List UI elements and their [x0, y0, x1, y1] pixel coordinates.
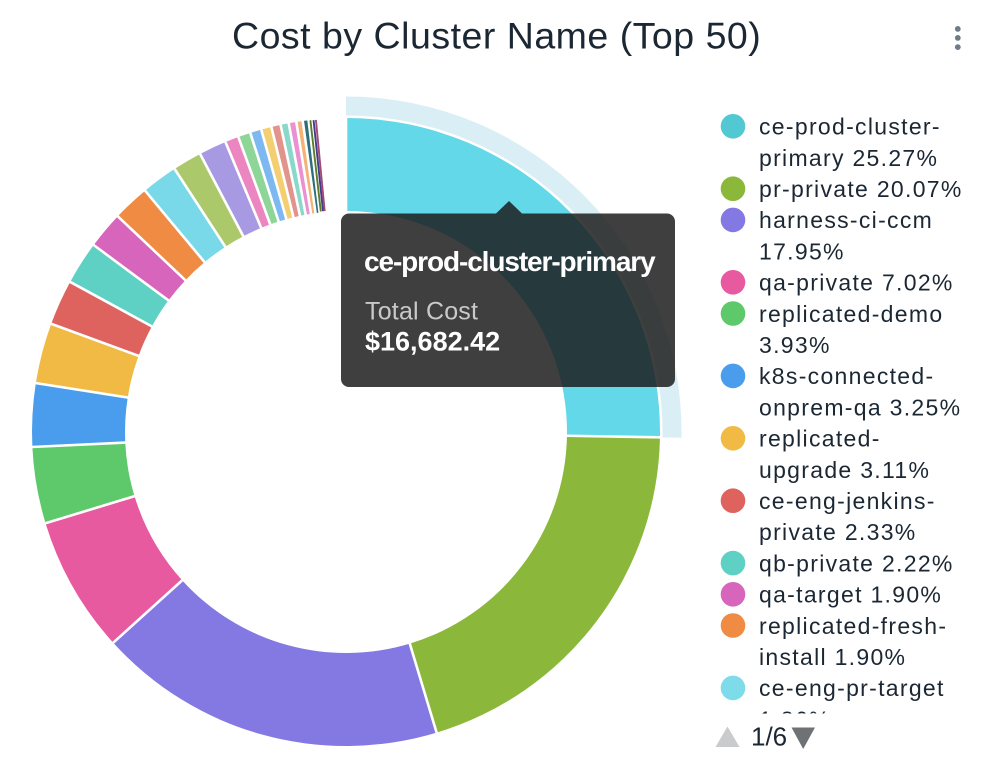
- svg-text:upgrade 3.11%: upgrade 3.11%: [759, 457, 930, 483]
- svg-text:1/6: 1/6: [751, 722, 787, 752]
- svg-text:qb-private 2.22%: qb-private 2.22%: [759, 550, 954, 576]
- svg-text:3.93%: 3.93%: [759, 332, 831, 358]
- svg-text:$16,682.42: $16,682.42: [365, 326, 500, 356]
- svg-text:replicated-demo: replicated-demo: [759, 301, 943, 327]
- svg-text:install 1.90%: install 1.90%: [759, 644, 906, 670]
- svg-text:harness-ci-ccm: harness-ci-ccm: [759, 207, 933, 233]
- svg-text:qa-private 7.02%: qa-private 7.02%: [759, 270, 954, 296]
- svg-text:k8s-connected-: k8s-connected-: [759, 363, 934, 389]
- svg-text:primary 25.27%: primary 25.27%: [759, 145, 938, 171]
- svg-text:pr-private 20.07%: pr-private 20.07%: [759, 176, 963, 202]
- svg-text:replicated-fresh-: replicated-fresh-: [759, 613, 947, 639]
- svg-text:onprem-qa 3.25%: onprem-qa 3.25%: [759, 394, 961, 420]
- svg-text:qa-target 1.90%: qa-target 1.90%: [759, 582, 942, 608]
- svg-text:Total Cost: Total Cost: [365, 298, 478, 326]
- svg-text:ce-eng-jenkins-: ce-eng-jenkins-: [759, 488, 936, 514]
- svg-text:Cost by Cluster Name (Top 50): Cost by Cluster Name (Top 50): [232, 14, 761, 56]
- svg-text:ce-prod-cluster-: ce-prod-cluster-: [759, 114, 941, 140]
- svg-text:replicated-: replicated-: [759, 426, 881, 452]
- svg-text:ce-prod-cluster-primary: ce-prod-cluster-primary: [364, 246, 656, 277]
- svg-text:ce-eng-pr-target: ce-eng-pr-target: [759, 675, 945, 701]
- svg-text:17.95%: 17.95%: [759, 238, 845, 264]
- svg-text:private 2.33%: private 2.33%: [759, 519, 917, 545]
